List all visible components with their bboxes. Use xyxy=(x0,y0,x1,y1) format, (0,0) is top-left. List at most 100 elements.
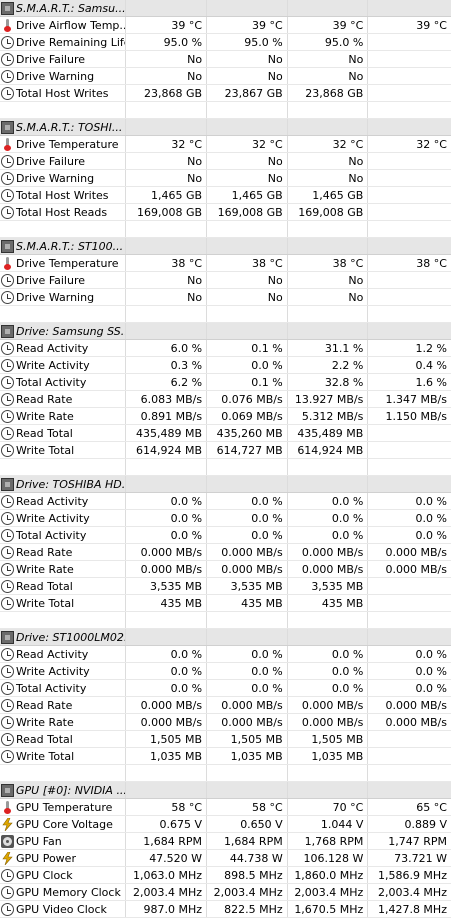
min-value: 0.0 % xyxy=(207,357,288,373)
current-value: 38 °C xyxy=(126,255,208,271)
group-header[interactable]: GPU [#0]: NVIDIA ... xyxy=(0,782,451,799)
avg-value: 1,427.8 MHz xyxy=(377,903,447,916)
sensor-row[interactable]: Drive Airflow Temp... 39 °C 39 °C 39 °C 39 °… xyxy=(0,17,451,34)
sensor-row[interactable]: GPU Power 47.520 W 44.738 W 106.128 W 73.721… xyxy=(0,850,451,867)
sensor-label: Read Total xyxy=(16,426,73,440)
avg-value: 1,747 RPM xyxy=(388,835,447,848)
group-spacer xyxy=(0,612,451,629)
sensor-row[interactable]: GPU Memory Clock 2,003.4 MHz 2,003.4 MHz 2,… xyxy=(0,884,451,901)
sensor-row[interactable]: Drive Warning No No No xyxy=(0,68,451,85)
group-header-label: Drive: Samsung SS... xyxy=(16,324,126,338)
sensor-label: Read Total xyxy=(16,579,73,593)
group-header[interactable]: S.M.A.R.T.: Samsu... xyxy=(0,0,451,17)
max-value: 0.000 MB/s xyxy=(288,714,369,730)
sensor-row[interactable]: Drive Remaining Life 95.0 % 95.0 % 95.0 % xyxy=(0,34,451,51)
max-value: 0.0 % xyxy=(288,510,369,526)
sensor-row[interactable]: Total Host Writes 1,465 GB 1,465 GB 1,465 G… xyxy=(0,187,451,204)
group-header[interactable]: S.M.A.R.T.: ST100... xyxy=(0,238,451,255)
sensor-row[interactable]: Read Total 435,489 MB 435,260 MB 435,489 MB xyxy=(0,425,451,442)
sensor-row[interactable]: GPU Video Clock 987.0 MHz 822.5 MHz 1,670.5… xyxy=(0,901,451,918)
avg-value: 1.2 % xyxy=(415,342,447,355)
sensor-row[interactable]: Write Activity 0.0 % 0.0 % 0.0 % 0.0 % xyxy=(0,663,451,680)
max-value: 0.0 % xyxy=(288,680,369,696)
sensor-row[interactable]: Read Total 3,535 MB 3,535 MB 3,535 MB xyxy=(0,578,451,595)
sensor-row[interactable]: Read Rate 6.083 MB/s 0.076 MB/s 13.927 MB/s… xyxy=(0,391,451,408)
group-header-label: Drive: ST1000LM02... xyxy=(16,630,126,644)
max-value: 0.0 % xyxy=(288,663,369,679)
sensor-row[interactable]: Write Total 1,035 MB 1,035 MB 1,035 MB xyxy=(0,748,451,765)
sensor-label: Total Host Writes xyxy=(16,188,109,202)
sensor-row[interactable]: Drive Failure No No No xyxy=(0,153,451,170)
current-value: 39 °C xyxy=(126,17,208,33)
sensor-row[interactable]: Total Host Writes 23,868 GB 23,867 GB 23,86… xyxy=(0,85,451,102)
avg-value xyxy=(368,119,451,135)
current-value: 0.000 MB/s xyxy=(126,561,208,577)
sensor-row[interactable]: Write Rate 0.000 MB/s 0.000 MB/s 0.000 MB/s… xyxy=(0,561,451,578)
group-header[interactable]: Drive: Samsung SS... xyxy=(0,323,451,340)
min-value: No xyxy=(207,170,288,186)
sensor-row[interactable]: Write Activity 0.3 % 0.0 % 2.2 % 0.4 % xyxy=(0,357,451,374)
avg-value: 0.0 % xyxy=(415,495,447,508)
max-value: 1.044 V xyxy=(288,816,369,832)
sensor-row[interactable]: Drive Warning No No No xyxy=(0,289,451,306)
sensor-row[interactable]: GPU Core Voltage 0.675 V 0.650 V 1.044 V 0.8… xyxy=(0,816,451,833)
current-value: 23,868 GB xyxy=(126,85,208,101)
sensor-row[interactable]: Drive Failure No No No xyxy=(0,51,451,68)
lightning-icon xyxy=(1,851,14,865)
min-value: 0.0 % xyxy=(207,680,288,696)
sensor-row[interactable]: GPU Fan 1,684 RPM 1,684 RPM 1,768 RPM 1,747 … xyxy=(0,833,451,850)
max-value: No xyxy=(288,272,369,288)
min-value: 1,684 RPM xyxy=(207,833,288,849)
sensor-row[interactable]: Drive Failure No No No xyxy=(0,272,451,289)
sensor-row[interactable]: Read Rate 0.000 MB/s 0.000 MB/s 0.000 MB/s 0… xyxy=(0,544,451,561)
sensor-row[interactable]: Write Activity 0.0 % 0.0 % 0.0 % 0.0 % xyxy=(0,510,451,527)
avg-value: 0.0 % xyxy=(415,665,447,678)
sensor-row[interactable]: GPU Temperature 58 °C 58 °C 70 °C 65 °C xyxy=(0,799,451,816)
thermometer-icon xyxy=(1,800,14,814)
sensor-row[interactable]: Drive Warning No No No xyxy=(0,170,451,187)
min-value: 1,505 MB xyxy=(207,731,288,747)
sensor-row[interactable]: Drive Temperature 32 °C 32 °C 32 °C 32 °C xyxy=(0,136,451,153)
sensor-row[interactable]: Read Activity 0.0 % 0.0 % 0.0 % 0.0 % xyxy=(0,646,451,663)
min-value: 0.1 % xyxy=(207,374,288,390)
clock-icon xyxy=(1,205,14,219)
group-header[interactable]: Drive: TOSHIBA HD... xyxy=(0,476,451,493)
max-value: 3,535 MB xyxy=(288,578,369,594)
current-value: 3,535 MB xyxy=(126,578,208,594)
sensor-label: Drive Warning xyxy=(16,69,95,83)
sensor-label: Write Activity xyxy=(16,358,90,372)
sensor-row[interactable]: Read Activity 6.0 % 0.1 % 31.1 % 1.2 % xyxy=(0,340,451,357)
group-header[interactable]: S.M.A.R.T.: TOSHI... xyxy=(0,119,451,136)
max-value: No xyxy=(288,51,369,67)
sensor-row[interactable]: Read Rate 0.000 MB/s 0.000 MB/s 0.000 MB/s 0… xyxy=(0,697,451,714)
max-value xyxy=(288,238,369,254)
group-header[interactable]: Drive: ST1000LM02... xyxy=(0,629,451,646)
sensor-row[interactable]: Total Activity 0.0 % 0.0 % 0.0 % 0.0 % xyxy=(0,680,451,697)
sensor-row[interactable]: Write Rate 0.000 MB/s 0.000 MB/s 0.000 MB/s… xyxy=(0,714,451,731)
current-value: 58 °C xyxy=(126,799,208,815)
sensor-row[interactable]: Drive Temperature 38 °C 38 °C 38 °C 38 °C xyxy=(0,255,451,272)
max-value: 23,868 GB xyxy=(288,85,369,101)
current-value: 1,505 MB xyxy=(126,731,208,747)
sensor-row[interactable]: Read Activity 0.0 % 0.0 % 0.0 % 0.0 % xyxy=(0,493,451,510)
sensor-row[interactable]: Write Total 435 MB 435 MB 435 MB xyxy=(0,595,451,612)
clock-icon xyxy=(1,52,14,66)
avg-value xyxy=(368,51,451,67)
sensor-label: GPU Memory Clock xyxy=(16,885,121,899)
sensor-row[interactable]: Write Total 614,924 MB 614,727 MB 614,924 M… xyxy=(0,442,451,459)
min-value: 898.5 MHz xyxy=(207,867,288,883)
clock-icon xyxy=(1,290,14,304)
avg-value: 0.889 V xyxy=(404,818,447,831)
sensor-row[interactable]: Total Activity 6.2 % 0.1 % 32.8 % 1.6 % xyxy=(0,374,451,391)
sensor-row[interactable]: GPU Clock 1,063.0 MHz 898.5 MHz 1,860.0 MHz… xyxy=(0,867,451,884)
current-value: 0.0 % xyxy=(126,680,208,696)
sensor-row[interactable]: Write Rate 0.891 MB/s 0.069 MB/s 5.312 MB/s… xyxy=(0,408,451,425)
current-value: 32 °C xyxy=(126,136,208,152)
sensor-row[interactable]: Total Host Reads 169,008 GB 169,008 GB 169,… xyxy=(0,204,451,221)
group-header-label: Drive: TOSHIBA HD... xyxy=(16,477,126,491)
max-value: 0.000 MB/s xyxy=(288,544,369,560)
sensor-row[interactable]: Total Activity 0.0 % 0.0 % 0.0 % 0.0 % xyxy=(0,527,451,544)
max-value: 0.000 MB/s xyxy=(288,697,369,713)
min-value: No xyxy=(207,153,288,169)
sensor-row[interactable]: Read Total 1,505 MB 1,505 MB 1,505 MB xyxy=(0,731,451,748)
